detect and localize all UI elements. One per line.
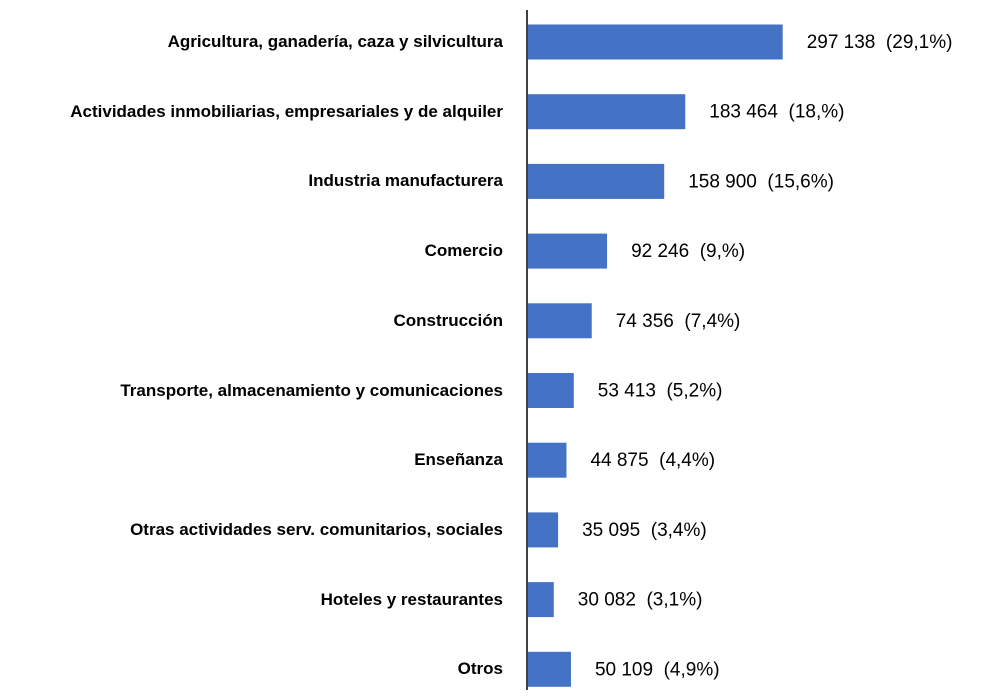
value-label: 50 109 (4,9%) xyxy=(595,659,720,680)
category-label-box: Agricultura, ganadería, caza y silvicult… xyxy=(23,12,503,72)
bar xyxy=(528,442,567,478)
bar xyxy=(528,233,608,269)
bar xyxy=(528,582,554,618)
bar xyxy=(528,303,592,339)
category-label: Otros xyxy=(457,659,503,679)
value-label: 44 875 (4,4%) xyxy=(590,450,715,471)
category-label-box: Comercio xyxy=(23,221,503,281)
category-label: Actividades inmobiliarias, empresariales… xyxy=(70,101,503,121)
value-label: 35 095 (3,4%) xyxy=(582,520,707,541)
category-label: Hoteles y restaurantes xyxy=(320,589,503,609)
value-label: 92 246 (9,%) xyxy=(631,241,745,262)
bar xyxy=(528,24,783,60)
category-label-box: Construcción xyxy=(23,291,503,351)
category-label: Construcción xyxy=(393,310,503,330)
category-label-box: Industria manufacturera xyxy=(23,151,503,211)
category-label: Transporte, almacenamiento y comunicacio… xyxy=(120,380,503,400)
category-label-box: Otros xyxy=(23,639,503,698)
bar xyxy=(528,163,665,199)
category-label: Industria manufacturera xyxy=(308,171,503,191)
bar xyxy=(528,512,559,548)
category-label-box: Hoteles y restaurantes xyxy=(23,570,503,630)
category-label-box: Actividades inmobiliarias, empresariales… xyxy=(23,82,503,142)
category-label: Comercio xyxy=(424,241,503,261)
value-label: 30 082 (3,1%) xyxy=(578,590,703,611)
value-label: 74 356 (7,4%) xyxy=(616,311,741,332)
value-label: 297 138 (29,1%) xyxy=(807,32,953,53)
bar xyxy=(528,94,686,130)
value-label: 53 413 (5,2%) xyxy=(598,381,723,402)
category-label: Enseñanza xyxy=(414,450,503,470)
category-label: Otras actividades serv. comunitarios, so… xyxy=(130,519,503,539)
bar xyxy=(528,651,571,687)
category-label-box: Transporte, almacenamiento y comunicacio… xyxy=(23,361,503,421)
bar xyxy=(528,373,574,408)
value-label: 183 464 (18,%) xyxy=(709,102,844,123)
category-label: Agricultura, ganadería, caza y silvicult… xyxy=(167,32,503,51)
category-label-box: Enseñanza xyxy=(23,430,503,490)
category-label-box: Otras actividades serv. comunitarios, so… xyxy=(23,500,503,560)
value-label: 158 900 (15,6%) xyxy=(688,171,834,192)
